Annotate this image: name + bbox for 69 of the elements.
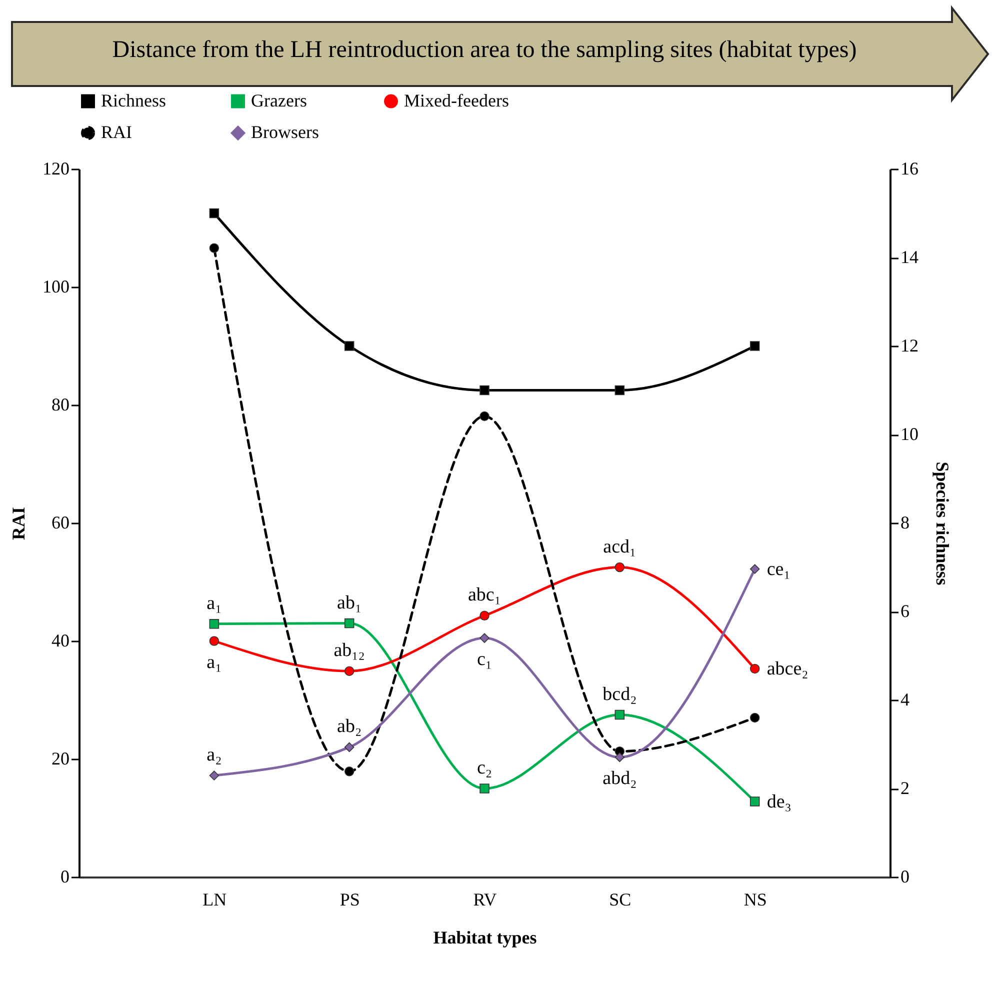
x-tick-label: RV bbox=[473, 890, 497, 910]
point bbox=[209, 636, 220, 646]
y2-tick-label: 8 bbox=[900, 512, 910, 532]
annotation: de₃ bbox=[766, 791, 792, 812]
x-tick-label: SC bbox=[609, 890, 632, 910]
legend-label: Browsers bbox=[251, 122, 319, 142]
y-tick-label: 40 bbox=[52, 630, 70, 650]
point bbox=[209, 243, 220, 253]
point bbox=[614, 562, 625, 572]
y-axis-title: RAI bbox=[8, 506, 28, 540]
y2-tick-label: 0 bbox=[900, 866, 910, 886]
point bbox=[614, 752, 625, 762]
point bbox=[344, 666, 354, 676]
y2-axis-title: Species richness bbox=[932, 462, 952, 586]
legend-label: Richness bbox=[101, 90, 166, 110]
annotation: abce₂ bbox=[766, 658, 808, 680]
y2-tick-label: 14 bbox=[900, 247, 918, 267]
y2-tick-label: 2 bbox=[900, 778, 910, 798]
annotation: ab₁₂ bbox=[334, 640, 365, 662]
annotation: ce₁ bbox=[766, 559, 790, 580]
y2-tick-label: 6 bbox=[900, 601, 910, 621]
point bbox=[344, 618, 354, 628]
point bbox=[344, 766, 354, 776]
point bbox=[209, 770, 220, 780]
annotation: a₂ bbox=[206, 744, 222, 766]
x-tick-label: NS bbox=[744, 890, 767, 910]
x-tick-label: PS bbox=[340, 890, 360, 910]
point bbox=[480, 633, 490, 643]
point bbox=[480, 784, 490, 794]
point bbox=[750, 564, 760, 574]
point bbox=[750, 712, 760, 723]
y2-tick-label: 16 bbox=[900, 158, 918, 178]
annotation: acd₁ bbox=[603, 536, 636, 558]
y-tick-label: 60 bbox=[52, 512, 70, 532]
point bbox=[614, 710, 625, 720]
annotation: a₁ bbox=[206, 592, 222, 614]
annotation: ab₁ bbox=[337, 592, 362, 614]
point bbox=[480, 385, 490, 396]
point bbox=[480, 411, 490, 422]
y2-tick-label: 12 bbox=[900, 336, 918, 356]
annotation: bcd₂ bbox=[602, 684, 637, 705]
y-tick-label: 120 bbox=[42, 158, 70, 178]
y-tick-label: 0 bbox=[60, 866, 70, 886]
point bbox=[750, 664, 760, 674]
annotation: c₂ bbox=[476, 758, 492, 778]
chart-title: Distance from the LH reintroduction area to the sampling sites (habitat types) bbox=[112, 37, 857, 63]
x-axis-title: Habitat types bbox=[433, 928, 537, 948]
y2-tick-label: 10 bbox=[900, 424, 918, 444]
point bbox=[750, 341, 760, 351]
y-tick-label: 20 bbox=[52, 748, 70, 768]
y-tick-label: 100 bbox=[42, 276, 70, 296]
point bbox=[209, 208, 220, 218]
x-tick-label: LN bbox=[202, 890, 227, 910]
point bbox=[750, 796, 760, 806]
point bbox=[344, 742, 354, 752]
legend-label: Mixed-feeders bbox=[404, 90, 509, 110]
annotation: abc₁ bbox=[468, 584, 501, 606]
point bbox=[480, 610, 490, 620]
annotation: abd₂ bbox=[602, 768, 637, 790]
y-tick-label: 80 bbox=[52, 394, 70, 414]
legend-label: RAI bbox=[101, 122, 132, 142]
point bbox=[344, 341, 354, 351]
point bbox=[614, 385, 625, 396]
annotation: a₁ bbox=[206, 652, 222, 673]
annotation: ab₂ bbox=[337, 716, 362, 738]
legend-label: Grazers bbox=[251, 90, 307, 110]
y2-tick-label: 4 bbox=[900, 690, 910, 710]
annotation: c₁ bbox=[476, 649, 492, 670]
point bbox=[209, 619, 220, 629]
